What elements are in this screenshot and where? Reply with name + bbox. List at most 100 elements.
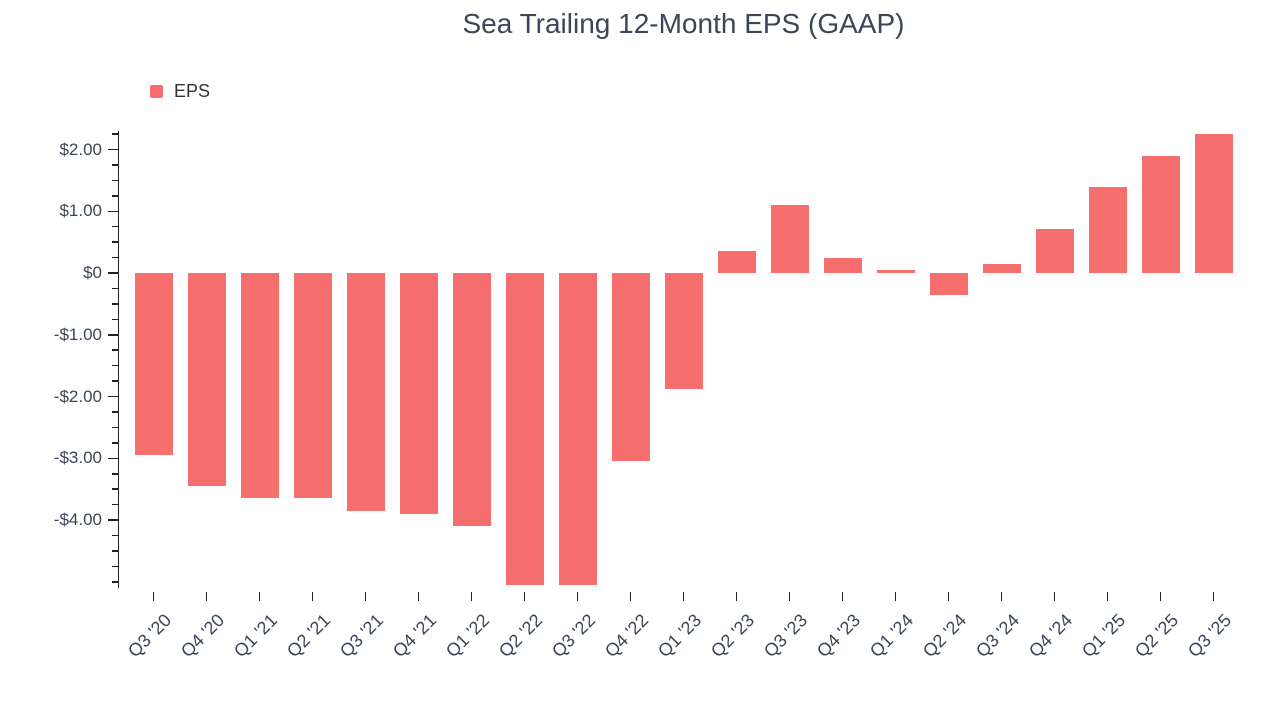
y-tick-label: -$4.00 bbox=[53, 510, 102, 530]
x-tick bbox=[1000, 592, 1003, 601]
y-minor-tick bbox=[112, 164, 118, 166]
bar bbox=[346, 273, 385, 511]
x-tick bbox=[682, 592, 685, 601]
x-label: Q2 '24 bbox=[918, 610, 970, 662]
bar bbox=[1088, 186, 1127, 274]
x-tick bbox=[894, 592, 897, 601]
x-tick bbox=[576, 592, 579, 601]
y-major-tick bbox=[108, 334, 118, 336]
y-minor-tick bbox=[112, 581, 118, 583]
legend-swatch-eps bbox=[150, 85, 163, 98]
y-minor-tick bbox=[112, 225, 118, 228]
y-minor-tick bbox=[112, 426, 118, 429]
chart-title: Sea Trailing 12-Month EPS (GAAP) bbox=[462, 8, 905, 39]
x-label: Q4 '22 bbox=[600, 610, 652, 662]
y-tick-label: $1.00 bbox=[59, 201, 102, 221]
bar bbox=[1141, 155, 1180, 274]
y-minor-tick bbox=[112, 195, 118, 197]
x-tick bbox=[364, 592, 367, 601]
y-major-tick bbox=[108, 210, 118, 213]
bar bbox=[982, 263, 1021, 274]
y-major-tick bbox=[108, 148, 118, 151]
x-label: Q3 '25 bbox=[1183, 610, 1235, 662]
x-tick bbox=[470, 592, 473, 601]
bar bbox=[823, 257, 862, 274]
y-minor-tick bbox=[112, 442, 118, 444]
x-label: Q4 '20 bbox=[176, 610, 228, 662]
y-minor-tick bbox=[112, 241, 118, 243]
x-label: Q1 '22 bbox=[441, 610, 493, 662]
y-tick-label: $0 bbox=[83, 263, 102, 283]
y-minor-tick bbox=[112, 550, 118, 552]
x-tick bbox=[311, 592, 314, 601]
x-tick bbox=[735, 592, 738, 601]
y-tick-label: -$2.00 bbox=[53, 386, 102, 406]
bar bbox=[452, 273, 491, 527]
x-label: Q1 '25 bbox=[1077, 610, 1129, 662]
y-major-tick bbox=[108, 519, 118, 521]
x-label: Q1 '24 bbox=[865, 610, 917, 662]
bar bbox=[1035, 228, 1074, 274]
bar bbox=[611, 273, 650, 462]
x-label: Q4 '21 bbox=[388, 610, 440, 662]
bar bbox=[505, 273, 544, 585]
y-minor-tick bbox=[112, 287, 118, 290]
y-minor-tick bbox=[112, 411, 118, 413]
bar bbox=[770, 205, 809, 274]
x-tick bbox=[1212, 592, 1215, 601]
y-minor-tick bbox=[112, 349, 118, 351]
x-tick bbox=[258, 592, 261, 601]
x-tick bbox=[788, 592, 791, 601]
x-label: Q3 '20 bbox=[123, 610, 175, 662]
bar bbox=[134, 273, 173, 456]
x-label: Q3 '24 bbox=[971, 610, 1023, 662]
bar bbox=[664, 273, 703, 389]
x-tick bbox=[629, 592, 632, 601]
y-tick-label: -$1.00 bbox=[53, 324, 102, 344]
x-tick bbox=[1106, 592, 1109, 601]
y-axis-line bbox=[118, 131, 119, 588]
x-label: Q4 '23 bbox=[812, 610, 864, 662]
y-minor-tick bbox=[112, 364, 118, 367]
x-label: Q3 '22 bbox=[547, 610, 599, 662]
y-minor-tick bbox=[112, 565, 118, 568]
x-label: Q1 '23 bbox=[653, 610, 705, 662]
bar bbox=[876, 269, 915, 274]
x-label: Q4 '24 bbox=[1024, 610, 1076, 662]
x-label: Q2 '25 bbox=[1130, 610, 1182, 662]
x-label: Q3 '23 bbox=[759, 610, 811, 662]
y-major-tick bbox=[108, 395, 118, 398]
y-minor-tick bbox=[112, 488, 118, 490]
x-tick bbox=[152, 592, 155, 601]
bar bbox=[187, 273, 226, 487]
x-tick bbox=[841, 592, 844, 601]
x-label: Q3 '21 bbox=[335, 610, 387, 662]
x-tick bbox=[1159, 592, 1162, 601]
x-tick bbox=[523, 592, 526, 601]
bar bbox=[399, 273, 438, 514]
y-minor-tick bbox=[112, 503, 118, 506]
y-tick-label: $2.00 bbox=[59, 139, 102, 159]
y-major-tick bbox=[108, 457, 118, 460]
bar bbox=[929, 273, 968, 295]
bar bbox=[717, 251, 756, 274]
y-minor-tick bbox=[112, 380, 118, 382]
x-label: Q2 '23 bbox=[706, 610, 758, 662]
y-minor-tick bbox=[112, 179, 118, 182]
legend: EPS bbox=[150, 81, 210, 102]
x-tick bbox=[417, 592, 420, 601]
x-tick bbox=[205, 592, 208, 601]
x-label: Q2 '22 bbox=[494, 610, 546, 662]
x-tick bbox=[1053, 592, 1056, 601]
y-minor-tick bbox=[112, 318, 118, 321]
y-minor-tick bbox=[112, 133, 118, 135]
legend-label-eps: EPS bbox=[174, 81, 211, 101]
y-minor-tick bbox=[112, 303, 118, 305]
bar bbox=[1194, 134, 1233, 274]
bar bbox=[240, 273, 279, 499]
x-label: Q2 '21 bbox=[282, 610, 334, 662]
y-minor-tick bbox=[112, 473, 118, 475]
y-minor-tick bbox=[112, 534, 118, 537]
